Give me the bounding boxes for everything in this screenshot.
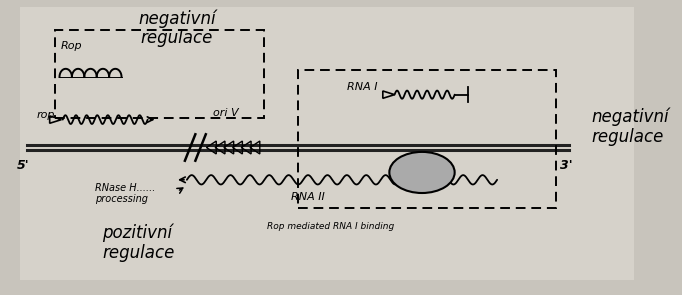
FancyBboxPatch shape [20, 6, 634, 280]
Text: pozitivní
regulace: pozitivní regulace [102, 224, 175, 262]
Text: 5': 5' [17, 159, 29, 172]
Ellipse shape [389, 152, 455, 193]
Text: Rop mediated RNA I binding: Rop mediated RNA I binding [267, 222, 394, 231]
Text: RNase H......
processing: RNase H...... processing [95, 183, 155, 204]
Bar [55, 30, 264, 118]
Bar [298, 70, 556, 208]
Text: Rop: Rop [61, 41, 83, 51]
Text: RNA I: RNA I [347, 82, 377, 92]
Text: negativní
regulace: negativní regulace [138, 9, 216, 47]
Text: RNA II: RNA II [291, 191, 325, 201]
Text: rop: rop [37, 110, 55, 120]
Text: ori V: ori V [213, 108, 239, 118]
Text: 3': 3' [560, 159, 572, 172]
Text: negativní
regulace: negativní regulace [592, 108, 670, 146]
